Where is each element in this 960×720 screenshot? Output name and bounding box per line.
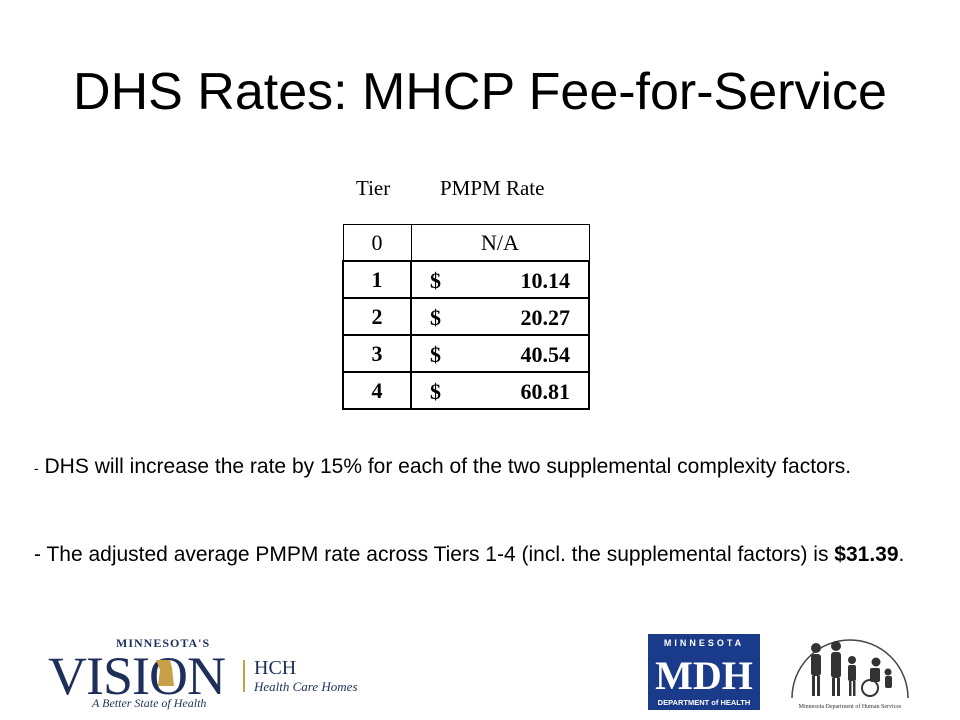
- minnesota-map-icon: [156, 660, 174, 686]
- wheelchair-icon: [861, 679, 879, 697]
- tier-cell: 1: [342, 260, 412, 299]
- minnesota-vision-logo: MINNESOTA'S VISION A Better State of Hea…: [48, 636, 358, 710]
- vision-tagline: A Better State of Health: [91, 696, 206, 710]
- dhs-logo: Minnesota Department of Human Services: [791, 639, 909, 710]
- mdh-logo: MINNESOTA MDH DEPARTMENT of HEALTH: [648, 634, 760, 710]
- rate-cell: N/A: [410, 224, 590, 262]
- table-row: 0 N/A: [342, 224, 590, 262]
- currency-symbol: $: [430, 268, 441, 293]
- rate-cell: $ 60.81: [410, 371, 590, 410]
- rate-cell: $ 10.14: [410, 260, 590, 299]
- bullet-text: DHS will increase the rate by 15% for ea…: [44, 455, 852, 478]
- table-row: 3 $ 40.54: [342, 334, 590, 373]
- average-rate-value: $31.39: [834, 543, 899, 566]
- tier-cell: 3: [342, 334, 412, 373]
- column-header-rate: PMPM Rate: [440, 176, 545, 200]
- mdh-main-text: MDH: [655, 653, 753, 698]
- hch-abbr: HCH: [254, 657, 296, 679]
- currency-symbol: $: [430, 305, 441, 330]
- rate-cell: $ 20.27: [410, 297, 590, 336]
- currency-symbol: $: [430, 342, 441, 367]
- tier-cell: 0: [342, 224, 412, 262]
- table-row: 1 $ 10.14: [342, 260, 590, 299]
- table-row: 2 $ 20.27: [342, 297, 590, 336]
- currency-symbol: $: [430, 379, 441, 404]
- mdh-bottom-text: DEPARTMENT of HEALTH: [658, 698, 751, 707]
- rate-amount: 40.54: [520, 342, 571, 367]
- arch-icon: [791, 639, 909, 699]
- vision-top-text: MINNESOTA'S: [116, 636, 210, 650]
- bullet-dash: -: [34, 460, 39, 476]
- tier-cell: 2: [342, 297, 412, 336]
- vision-main-text: VISION: [48, 646, 225, 706]
- bullet-average-rate: - The adjusted average PMPM rate across …: [34, 540, 934, 569]
- hch-full: Health Care Homes: [253, 679, 358, 694]
- table-row: 4 $ 60.81: [342, 371, 590, 410]
- rate-cell: $ 40.54: [410, 334, 590, 373]
- tier-cell: 4: [342, 371, 412, 410]
- bullet-text: - The adjusted average PMPM rate across …: [34, 543, 835, 566]
- dhs-caption: Minnesota Department of Human Services: [799, 703, 902, 710]
- rate-amount: 10.14: [520, 268, 571, 293]
- rate-amount: 20.27: [520, 305, 571, 330]
- rate-table: 0 N/A 1 $ 10.14 2 $ 20.27 3 $ 40.54 4 $ …: [342, 224, 590, 410]
- slide-title: DHS Rates: MHCP Fee-for-Service: [73, 63, 887, 121]
- column-header-tier: Tier: [356, 176, 391, 200]
- bullet-period: .: [898, 543, 905, 566]
- bullet-rate-increase: - DHS will increase the rate by 15% for …: [34, 452, 934, 483]
- family-silhouette-icon: [811, 641, 892, 696]
- rate-amount: 60.81: [520, 379, 571, 404]
- mdh-top-text: MINNESOTA: [664, 638, 744, 648]
